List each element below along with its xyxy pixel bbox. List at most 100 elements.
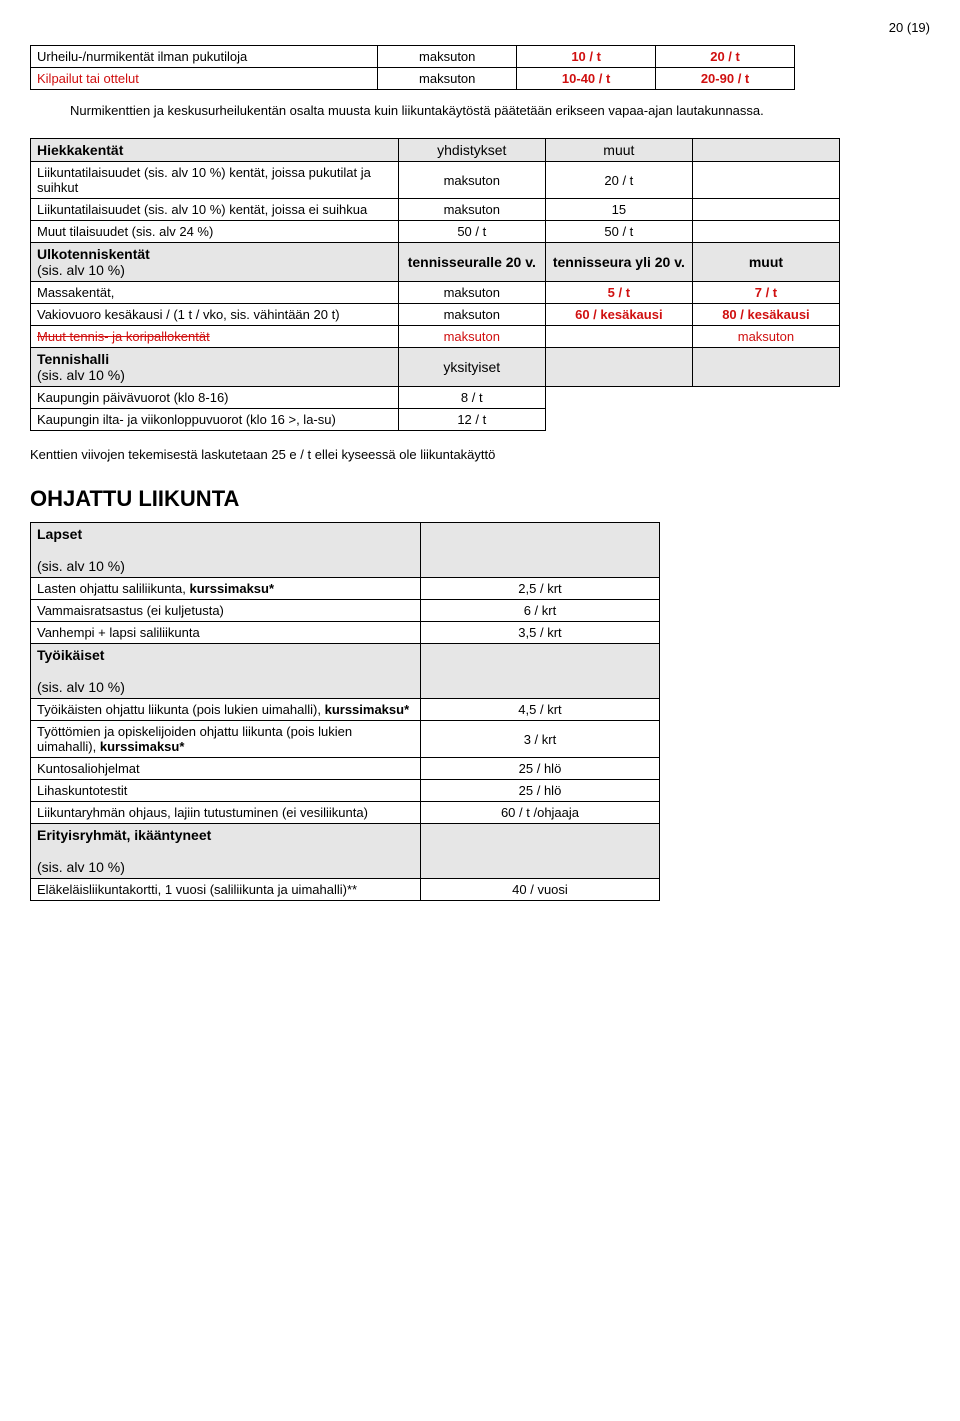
table-row: Kilpailut tai ottelut maksuton 10-40 / t… <box>31 68 795 90</box>
cell: 12 / t <box>398 409 545 431</box>
cell: 80 / kesäkausi <box>692 304 839 326</box>
spacer-cell <box>692 221 839 243</box>
row-label: Muut tennis- ja koripallokentät <box>31 326 399 348</box>
description-text: Nurmikenttien ja keskusurheilukentän osa… <box>70 102 930 120</box>
table-row: Tennishalli (sis. alv 10 %) yksityiset <box>31 348 840 387</box>
row-label: Massakentät, <box>31 282 399 304</box>
sports-fields-table: Urheilu-/nurmikentät ilman pukutiloja ma… <box>30 45 795 90</box>
guided-heading: OHJATTU LIIKUNTA <box>30 486 930 512</box>
row-label: Muut tilaisuudet (sis. alv 24 %) <box>31 221 399 243</box>
table-row: Urheilu-/nurmikentät ilman pukutiloja ma… <box>31 46 795 68</box>
table-row: Työikäisten ohjattu liikunta (pois lukie… <box>31 699 660 721</box>
col-header: yhdistykset <box>398 139 545 162</box>
cell: maksuton <box>398 282 545 304</box>
note-text: Kenttien viivojen tekemisestä laskutetaa… <box>30 447 930 462</box>
section-title-cell: Tennishalli (sis. alv 10 %) <box>31 348 399 387</box>
label-bold: kurssimaksu* <box>189 581 274 596</box>
table-row: Lapset (sis. alv 10 %) <box>31 523 660 578</box>
table-row: Eläkeläisliikuntakortti, 1 vuosi (salili… <box>31 879 660 901</box>
spacer-cell <box>420 824 659 879</box>
table-row: Vanhempi + lapsi saliliikunta 3,5 / krt <box>31 622 660 644</box>
section-title: Ulkotenniskentät <box>37 246 150 262</box>
row-label: Kilpailut tai ottelut <box>31 68 378 90</box>
table-row: Lihaskuntotestit 25 / hlö <box>31 780 660 802</box>
label-part: Lasten ohjattu saliliikunta, <box>37 581 189 596</box>
cell: 10 / t <box>517 46 656 68</box>
table-row: Muut tilaisuudet (sis. alv 24 %) 50 / t … <box>31 221 840 243</box>
table-row: Liikuntaryhmän ohjaus, lajiin tutustumin… <box>31 802 660 824</box>
col-header: muut <box>545 139 692 162</box>
table-row: Muut tennis- ja koripallokentät maksuton… <box>31 326 840 348</box>
table-row: Työikäiset (sis. alv 10 %) <box>31 644 660 699</box>
cell: 50 / t <box>545 221 692 243</box>
section-sub: (sis. alv 10 %) <box>37 367 125 383</box>
section-title-cell: Työikäiset (sis. alv 10 %) <box>31 644 421 699</box>
table-row: Vammaisratsastus (ei kuljetusta) 6 / krt <box>31 600 660 622</box>
spacer-cell <box>692 139 839 162</box>
spacer-cell <box>692 387 839 409</box>
section-title: Erityisryhmät, ikääntyneet <box>37 827 211 843</box>
col-header: tennisseura yli 20 v. <box>545 243 692 282</box>
cell: 5 / t <box>545 282 692 304</box>
row-label: Kaupungin ilta- ja viikonloppuvuorot (kl… <box>31 409 399 431</box>
table-row: Työttömien ja opiskelijoiden ohjattu lii… <box>31 721 660 758</box>
table-row: Kuntosaliohjelmat 25 / hlö <box>31 758 660 780</box>
cell: 40 / vuosi <box>420 879 659 901</box>
row-label: Urheilu-/nurmikentät ilman pukutiloja <box>31 46 378 68</box>
cell: 50 / t <box>398 221 545 243</box>
spacer-cell <box>692 162 839 199</box>
cell: 2,5 / krt <box>420 578 659 600</box>
cell: 4,5 / krt <box>420 699 659 721</box>
section-title-cell: Erityisryhmät, ikääntyneet (sis. alv 10 … <box>31 824 421 879</box>
table-row: Erityisryhmät, ikääntyneet (sis. alv 10 … <box>31 824 660 879</box>
table-row: Liikuntatilaisuudet (sis. alv 10 %) kent… <box>31 199 840 221</box>
section-sub: (sis. alv 10 %) <box>37 262 125 278</box>
row-label: Liikuntatilaisuudet (sis. alv 10 %) kent… <box>31 162 399 199</box>
section-title: Tennishalli <box>37 351 109 367</box>
cell: 15 <box>545 199 692 221</box>
cell: maksuton <box>398 162 545 199</box>
label-bold: kurssimaksu* <box>325 702 410 717</box>
row-label: Kuntosaliohjelmat <box>31 758 421 780</box>
cell: maksuton <box>398 199 545 221</box>
table-row: Kaupungin päivävuorot (klo 8-16) 8 / t <box>31 387 840 409</box>
section-title-cell: Lapset (sis. alv 10 %) <box>31 523 421 578</box>
table-row: Massakentät, maksuton 5 / t 7 / t <box>31 282 840 304</box>
cell: 25 / hlö <box>420 780 659 802</box>
row-label: Eläkeläisliikuntakortti, 1 vuosi (salili… <box>31 879 421 901</box>
table-row: Ulkotenniskentät (sis. alv 10 %) tenniss… <box>31 243 840 282</box>
spacer-cell <box>420 644 659 699</box>
section-sub: (sis. alv 10 %) <box>37 679 125 695</box>
row-label: Lasten ohjattu saliliikunta, kurssimaksu… <box>31 578 421 600</box>
cell: maksuton <box>398 304 545 326</box>
row-label: Työikäisten ohjattu liikunta (pois lukie… <box>31 699 421 721</box>
spacer-cell <box>545 348 692 387</box>
section-title-cell: Ulkotenniskentät (sis. alv 10 %) <box>31 243 399 282</box>
cell: 3,5 / krt <box>420 622 659 644</box>
spacer-cell <box>692 199 839 221</box>
label-bold: kurssimaksu* <box>100 739 185 754</box>
table-row: Vakiovuoro kesäkausi / (1 t / vko, sis. … <box>31 304 840 326</box>
cell: maksuton <box>378 46 517 68</box>
cell <box>545 326 692 348</box>
label-part: Työttömien ja opiskelijoiden ohjattu lii… <box>37 724 352 754</box>
cell: 8 / t <box>398 387 545 409</box>
row-label: Työttömien ja opiskelijoiden ohjattu lii… <box>31 721 421 758</box>
section-title: Hiekkakentät <box>31 139 399 162</box>
cell: maksuton <box>692 326 839 348</box>
col-header: muut <box>692 243 839 282</box>
spacer-cell <box>420 523 659 578</box>
table-row: Kaupungin ilta- ja viikonloppuvuorot (kl… <box>31 409 840 431</box>
row-label: Vammaisratsastus (ei kuljetusta) <box>31 600 421 622</box>
lapset-table: Lapset (sis. alv 10 %) Lasten ohjattu sa… <box>30 522 660 901</box>
label-part: Työikäisten ohjattu liikunta (pois lukie… <box>37 702 325 717</box>
section-title: Lapset <box>37 526 82 542</box>
row-label: Kaupungin päivävuorot (klo 8-16) <box>31 387 399 409</box>
spacer-cell <box>692 348 839 387</box>
section-title: Työikäiset <box>37 647 104 663</box>
row-label: Vakiovuoro kesäkausi / (1 t / vko, sis. … <box>31 304 399 326</box>
cell: 3 / krt <box>420 721 659 758</box>
cell: 10-40 / t <box>517 68 656 90</box>
col-header: tennisseuralle 20 v. <box>398 243 545 282</box>
cell: 25 / hlö <box>420 758 659 780</box>
